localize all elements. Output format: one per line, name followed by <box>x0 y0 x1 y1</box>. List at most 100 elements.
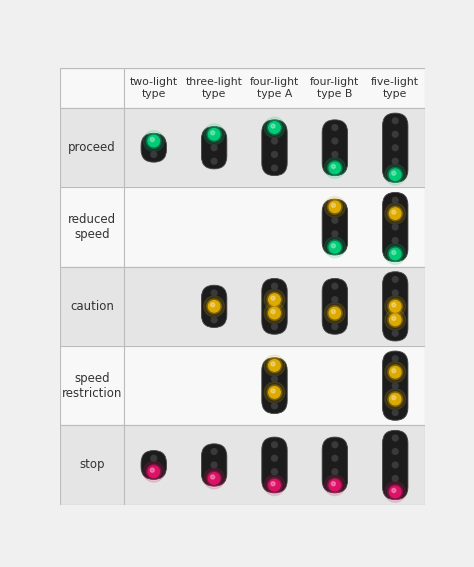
Circle shape <box>332 455 338 461</box>
Circle shape <box>329 162 341 174</box>
FancyBboxPatch shape <box>322 278 347 335</box>
Circle shape <box>143 462 164 482</box>
Circle shape <box>150 138 155 142</box>
Text: proceed: proceed <box>68 141 116 154</box>
Circle shape <box>204 296 225 317</box>
Circle shape <box>328 306 342 320</box>
FancyBboxPatch shape <box>262 278 287 335</box>
Circle shape <box>328 240 342 255</box>
FancyBboxPatch shape <box>383 351 408 420</box>
FancyBboxPatch shape <box>262 358 287 413</box>
Circle shape <box>269 359 280 371</box>
Circle shape <box>332 125 338 130</box>
Circle shape <box>385 203 406 224</box>
Bar <box>61 346 425 425</box>
Circle shape <box>325 237 345 257</box>
Circle shape <box>390 366 401 378</box>
Circle shape <box>211 448 217 454</box>
Text: four-light
type A: four-light type A <box>250 77 299 99</box>
Circle shape <box>385 310 406 330</box>
Circle shape <box>271 362 275 366</box>
Text: five-light
type: five-light type <box>371 77 419 99</box>
Circle shape <box>325 196 345 217</box>
Circle shape <box>272 455 277 461</box>
Text: reduced
speed: reduced speed <box>68 213 116 241</box>
Text: three-light
type: three-light type <box>186 77 243 99</box>
Circle shape <box>204 124 225 145</box>
Circle shape <box>151 455 156 461</box>
Circle shape <box>210 475 215 479</box>
Circle shape <box>332 151 338 158</box>
Circle shape <box>272 442 277 448</box>
FancyBboxPatch shape <box>383 430 408 500</box>
Circle shape <box>267 120 282 135</box>
FancyBboxPatch shape <box>201 285 227 328</box>
Circle shape <box>392 238 398 243</box>
Circle shape <box>209 129 220 140</box>
Circle shape <box>390 393 401 405</box>
Circle shape <box>329 480 341 491</box>
Circle shape <box>388 484 403 500</box>
Circle shape <box>272 324 277 329</box>
Circle shape <box>148 466 160 477</box>
Circle shape <box>272 138 277 144</box>
Circle shape <box>267 306 282 320</box>
Circle shape <box>210 131 215 135</box>
Circle shape <box>211 290 217 296</box>
Circle shape <box>267 358 282 373</box>
Circle shape <box>332 297 338 303</box>
Text: two-light
type: two-light type <box>130 77 178 99</box>
Circle shape <box>267 385 282 400</box>
FancyBboxPatch shape <box>201 444 227 486</box>
Circle shape <box>329 242 341 253</box>
Circle shape <box>392 410 398 416</box>
Circle shape <box>392 369 396 373</box>
Circle shape <box>392 118 398 124</box>
FancyBboxPatch shape <box>262 437 287 493</box>
FancyBboxPatch shape <box>383 272 408 341</box>
Circle shape <box>271 124 275 128</box>
Circle shape <box>331 310 336 314</box>
Circle shape <box>269 122 280 133</box>
Circle shape <box>390 208 401 219</box>
Circle shape <box>392 303 396 307</box>
Circle shape <box>332 469 338 475</box>
Circle shape <box>207 299 222 314</box>
Circle shape <box>392 210 396 214</box>
Circle shape <box>329 201 341 213</box>
Circle shape <box>385 296 406 317</box>
Circle shape <box>151 151 156 158</box>
Circle shape <box>210 303 215 307</box>
Circle shape <box>207 471 222 486</box>
Circle shape <box>332 231 338 236</box>
Circle shape <box>269 294 280 306</box>
Circle shape <box>385 389 406 409</box>
Circle shape <box>392 290 398 296</box>
FancyBboxPatch shape <box>141 133 166 162</box>
Circle shape <box>392 488 396 493</box>
Circle shape <box>272 403 277 409</box>
Circle shape <box>392 158 398 164</box>
Text: speed
restriction: speed restriction <box>62 371 122 400</box>
Circle shape <box>390 486 401 498</box>
FancyBboxPatch shape <box>383 113 408 183</box>
Bar <box>61 425 425 505</box>
Circle shape <box>390 169 401 180</box>
Circle shape <box>271 296 275 300</box>
Circle shape <box>392 331 398 336</box>
Circle shape <box>392 224 398 230</box>
Circle shape <box>271 482 275 486</box>
Circle shape <box>392 383 398 388</box>
Circle shape <box>211 145 217 151</box>
FancyBboxPatch shape <box>383 192 408 262</box>
Bar <box>61 187 425 266</box>
Circle shape <box>392 476 398 481</box>
FancyBboxPatch shape <box>322 120 347 176</box>
Circle shape <box>328 477 342 493</box>
Circle shape <box>211 317 217 323</box>
Circle shape <box>392 356 398 362</box>
Circle shape <box>325 475 345 496</box>
Circle shape <box>272 284 277 289</box>
Circle shape <box>388 392 403 407</box>
Circle shape <box>267 292 282 307</box>
